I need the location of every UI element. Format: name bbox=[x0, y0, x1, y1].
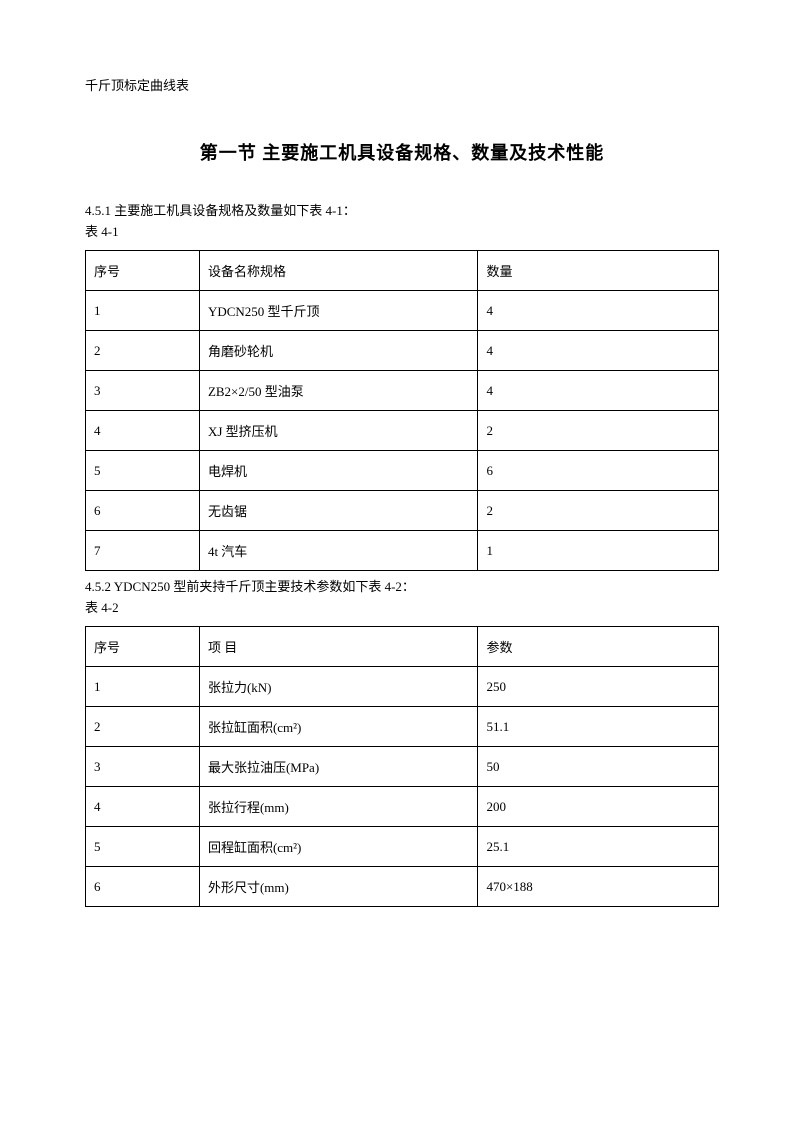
table-cell: 2 bbox=[86, 331, 200, 371]
table-cell: 2 bbox=[86, 707, 200, 747]
document-header: 千斤顶标定曲线表 bbox=[85, 75, 719, 94]
table-cell: XJ 型挤压机 bbox=[199, 411, 478, 451]
table-label-1: 表 4-1 bbox=[85, 221, 719, 240]
table-cell: 7 bbox=[86, 531, 200, 571]
table-row: 2 张拉缸面积(cm²) 51.1 bbox=[86, 707, 719, 747]
table-cell: 5 bbox=[86, 451, 200, 491]
table-row: 1 张拉力(kN) 250 bbox=[86, 667, 719, 707]
table-cell: 4 bbox=[478, 331, 719, 371]
table-cell: 6 bbox=[86, 867, 200, 907]
table-cell: 1 bbox=[86, 667, 200, 707]
intro-451: 4.5.1 主要施工机具设备规格及数量如下表 4-1： bbox=[85, 200, 719, 219]
table-cell: YDCN250 型千斤顶 bbox=[199, 291, 478, 331]
table-cell: 1 bbox=[86, 291, 200, 331]
table-row: 6 无齿锯 2 bbox=[86, 491, 719, 531]
table-cell: 张拉力(kN) bbox=[199, 667, 478, 707]
table-cell: 25.1 bbox=[478, 827, 719, 867]
table-cell: 470×188 bbox=[478, 867, 719, 907]
table-cell: 4 bbox=[478, 371, 719, 411]
table-cell: 角磨砂轮机 bbox=[199, 331, 478, 371]
intro-452: 4.5.2 YDCN250 型前夹持千斤顶主要技术参数如下表 4-2： bbox=[85, 576, 719, 595]
table-header: 数量 bbox=[478, 251, 719, 291]
table-cell: 4 bbox=[478, 291, 719, 331]
table-header-row: 序号 设备名称规格 数量 bbox=[86, 251, 719, 291]
table-cell: ZB2×2/50 型油泵 bbox=[199, 371, 478, 411]
table-cell: 4t 汽车 bbox=[199, 531, 478, 571]
table-row: 7 4t 汽车 1 bbox=[86, 531, 719, 571]
table-row: 4 张拉行程(mm) 200 bbox=[86, 787, 719, 827]
table-cell: 2 bbox=[478, 411, 719, 451]
table-header-row: 序号 项 目 参数 bbox=[86, 627, 719, 667]
table-label-2: 表 4-2 bbox=[85, 597, 719, 616]
table-cell: 1 bbox=[478, 531, 719, 571]
section-title: 第一节 主要施工机具设备规格、数量及技术性能 bbox=[85, 139, 719, 165]
table-cell: 6 bbox=[86, 491, 200, 531]
table-cell: 2 bbox=[478, 491, 719, 531]
table-header: 项 目 bbox=[199, 627, 478, 667]
table-cell: 5 bbox=[86, 827, 200, 867]
table-row: 3 ZB2×2/50 型油泵 4 bbox=[86, 371, 719, 411]
table-cell: 3 bbox=[86, 747, 200, 787]
table-cell: 回程缸面积(cm²) bbox=[199, 827, 478, 867]
table-cell: 电焊机 bbox=[199, 451, 478, 491]
table-row: 4 XJ 型挤压机 2 bbox=[86, 411, 719, 451]
table-cell: 6 bbox=[478, 451, 719, 491]
table-row: 3 最大张拉油压(MPa) 50 bbox=[86, 747, 719, 787]
table-cell: 外形尺寸(mm) bbox=[199, 867, 478, 907]
table-header: 序号 bbox=[86, 627, 200, 667]
parameters-table: 序号 项 目 参数 1 张拉力(kN) 250 2 张拉缸面积(cm²) 51.… bbox=[85, 626, 719, 907]
table-row: 5 电焊机 6 bbox=[86, 451, 719, 491]
table-row: 5 回程缸面积(cm²) 25.1 bbox=[86, 827, 719, 867]
table-cell: 张拉行程(mm) bbox=[199, 787, 478, 827]
table-row: 1 YDCN250 型千斤顶 4 bbox=[86, 291, 719, 331]
table-cell: 无齿锯 bbox=[199, 491, 478, 531]
table-cell: 250 bbox=[478, 667, 719, 707]
table-cell: 200 bbox=[478, 787, 719, 827]
table-cell: 50 bbox=[478, 747, 719, 787]
table-cell: 3 bbox=[86, 371, 200, 411]
table-cell: 51.1 bbox=[478, 707, 719, 747]
table-header: 设备名称规格 bbox=[199, 251, 478, 291]
table-cell: 张拉缸面积(cm²) bbox=[199, 707, 478, 747]
table-cell: 4 bbox=[86, 411, 200, 451]
table-row: 2 角磨砂轮机 4 bbox=[86, 331, 719, 371]
table-header: 参数 bbox=[478, 627, 719, 667]
equipment-table: 序号 设备名称规格 数量 1 YDCN250 型千斤顶 4 2 角磨砂轮机 4 … bbox=[85, 250, 719, 571]
table-header: 序号 bbox=[86, 251, 200, 291]
table-row: 6 外形尺寸(mm) 470×188 bbox=[86, 867, 719, 907]
table-cell: 最大张拉油压(MPa) bbox=[199, 747, 478, 787]
table-cell: 4 bbox=[86, 787, 200, 827]
